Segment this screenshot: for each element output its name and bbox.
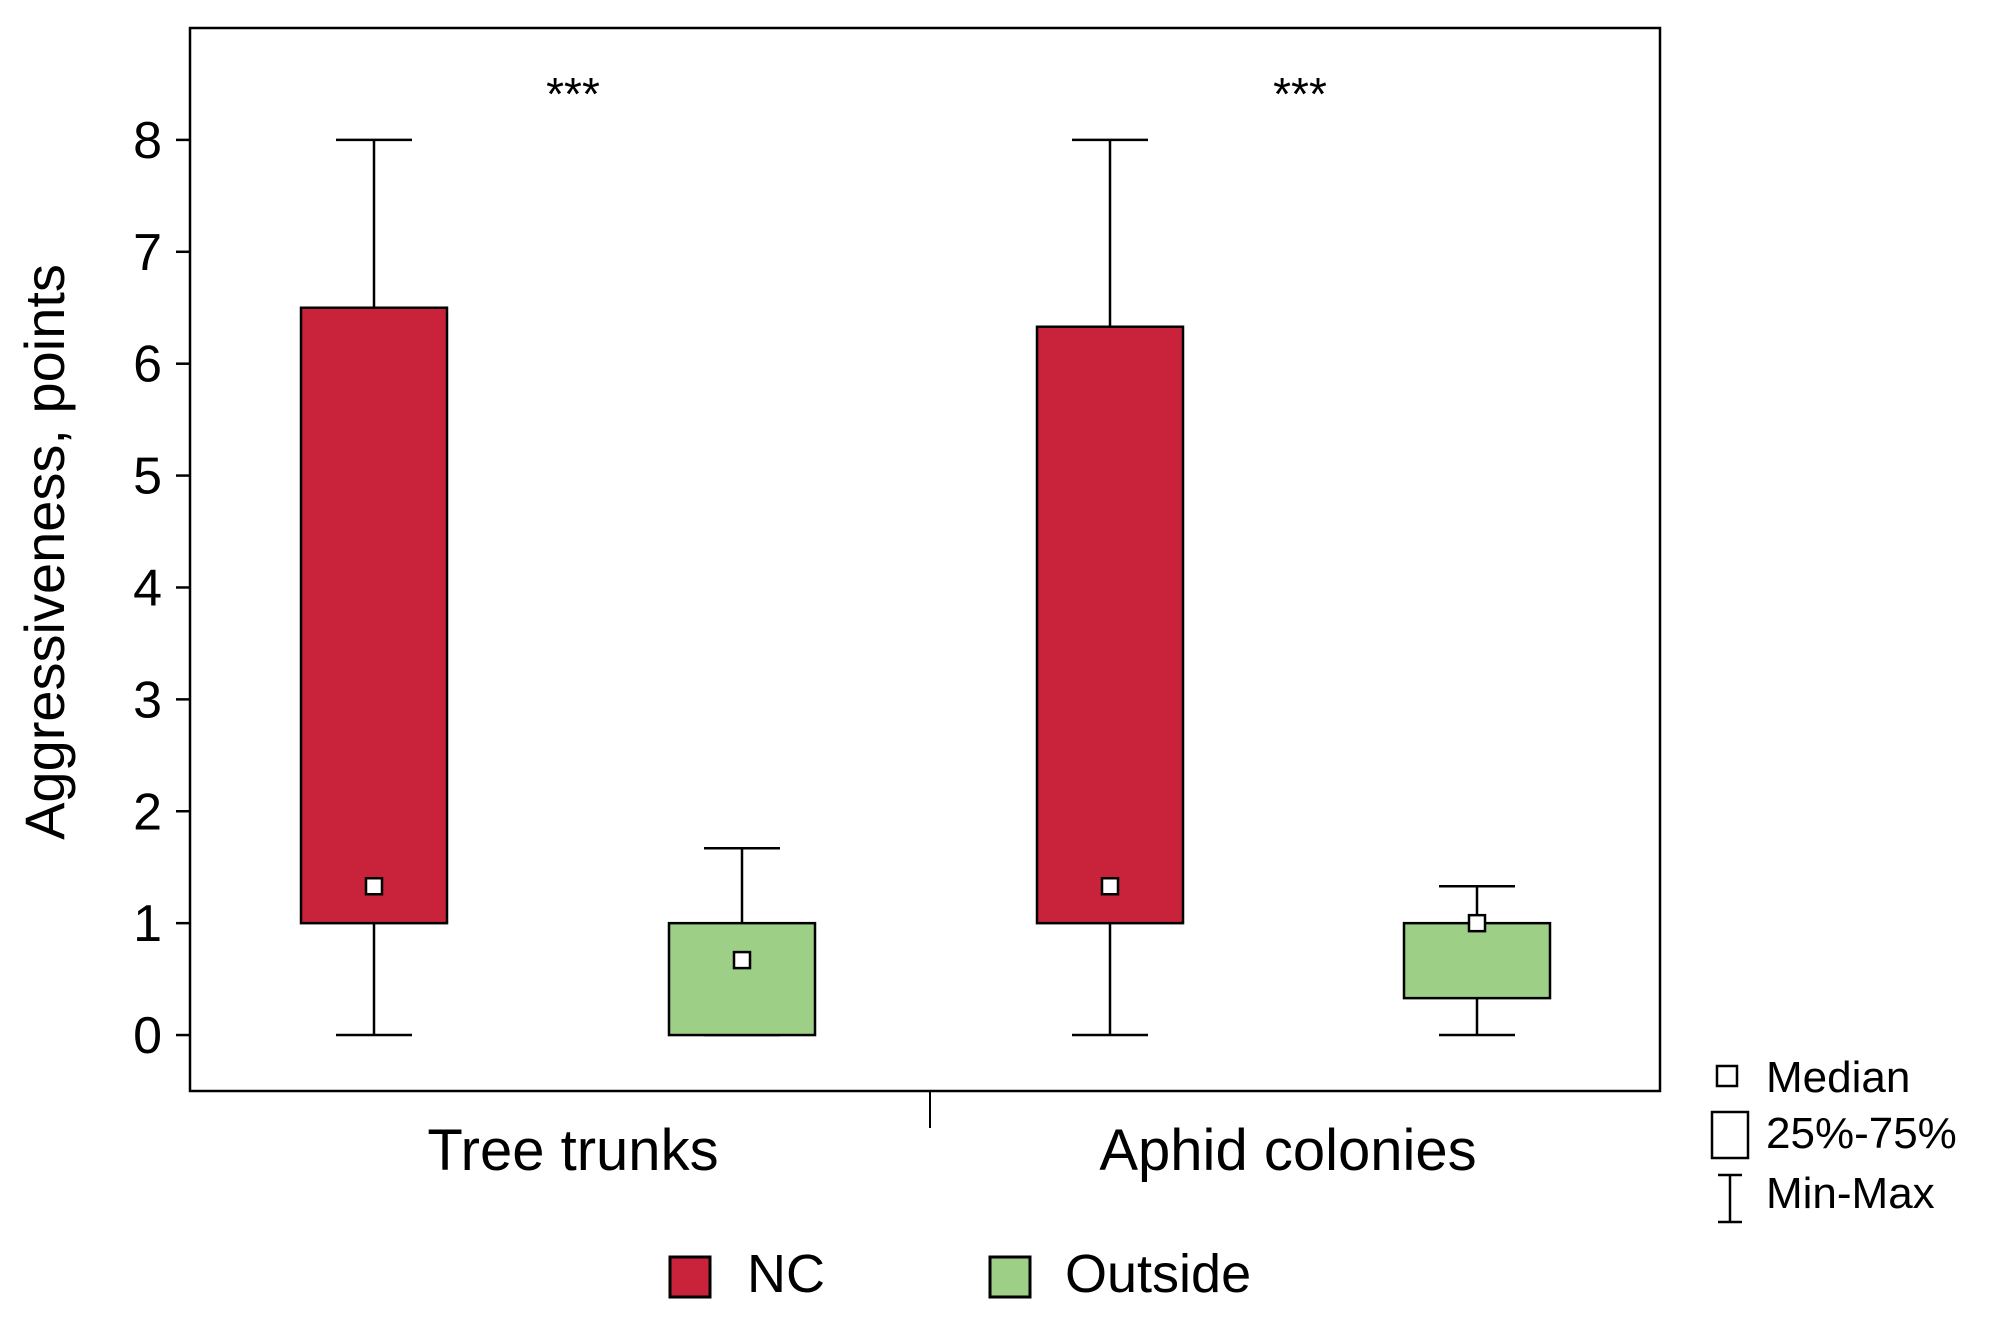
key-median-label: Median bbox=[1766, 1053, 1910, 1102]
iqr-box bbox=[1402, 921, 1552, 1000]
median-marker bbox=[732, 950, 752, 970]
median-marker bbox=[364, 876, 384, 896]
significance-aphid-colonies: *** bbox=[1273, 68, 1327, 120]
median-marker bbox=[1467, 913, 1487, 933]
box-outside-0 bbox=[667, 846, 817, 1037]
y-tick-label: 3 bbox=[133, 671, 162, 729]
box-outside-1 bbox=[1402, 884, 1552, 1037]
plot-frame bbox=[188, 26, 1662, 1093]
key-median-icon bbox=[1715, 1064, 1739, 1088]
category-label-aphid-colonies: Aphid colonies bbox=[1099, 1118, 1476, 1183]
y-axis-ticks: 0 1 2 3 4 5 6 7 8 bbox=[133, 112, 190, 1065]
y-axis-title: Aggressiveness, points bbox=[13, 264, 76, 840]
box-nc-0 bbox=[299, 138, 449, 1037]
significance-tree-trunks: *** bbox=[546, 68, 600, 120]
category-label-tree-trunks: Tree trunks bbox=[427, 1118, 718, 1183]
y-tick-label: 8 bbox=[133, 112, 162, 170]
y-tick-label: 6 bbox=[133, 336, 162, 394]
y-tick-label: 7 bbox=[133, 224, 162, 282]
box-nc-1 bbox=[1035, 138, 1185, 1037]
legend: NC Outside bbox=[668, 1244, 1251, 1304]
key-whisker-icon bbox=[1718, 1173, 1742, 1224]
box-series bbox=[299, 138, 1552, 1037]
boxplot-key: Median 25%-75% Min-Max bbox=[1710, 1053, 1957, 1224]
y-tick-label: 4 bbox=[133, 559, 162, 617]
iqr-box bbox=[1035, 325, 1185, 925]
iqr-box bbox=[667, 921, 817, 1037]
y-tick-label: 1 bbox=[133, 895, 162, 953]
median-marker bbox=[1100, 876, 1120, 896]
y-tick-label: 2 bbox=[133, 783, 162, 841]
y-tick-label: 5 bbox=[133, 448, 162, 506]
key-box-label: 25%-75% bbox=[1766, 1109, 1957, 1158]
legend-label-outside: Outside bbox=[1065, 1244, 1251, 1304]
legend-swatch-outside bbox=[988, 1255, 1032, 1299]
key-whisker-label: Min-Max bbox=[1766, 1169, 1935, 1218]
iqr-box bbox=[299, 306, 449, 925]
legend-label-nc: NC bbox=[747, 1244, 825, 1304]
key-box-icon bbox=[1710, 1110, 1750, 1160]
y-tick-label: 0 bbox=[133, 1007, 162, 1065]
legend-swatch-nc bbox=[668, 1255, 712, 1299]
